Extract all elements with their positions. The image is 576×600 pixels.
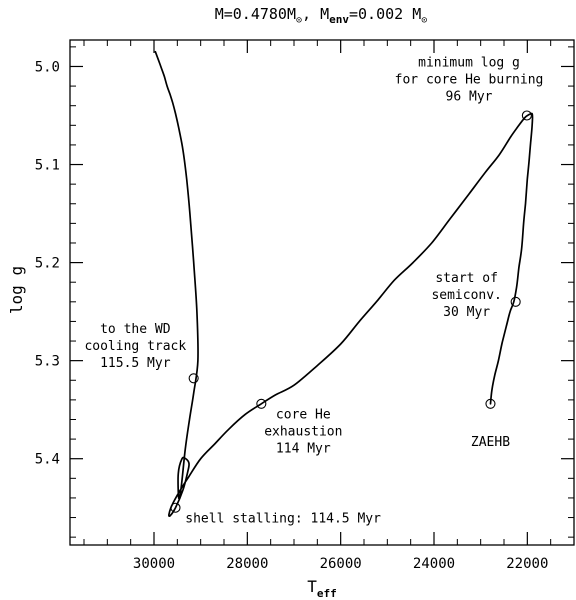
tick-labels: 30000 28000 26000 24000 22000 5.0 5.1 5.2 5.3 5.4 <box>35 59 549 572</box>
x-axis-title: Teff <box>307 577 337 600</box>
x-tick-label: 28000 <box>226 556 268 572</box>
x-tick-label: 26000 <box>320 556 362 572</box>
x-tick-label: 24000 <box>413 556 455 572</box>
annotation-wd: to the WD cooling track 115.5 Myr <box>84 322 186 371</box>
chart-title: M=0.4780M⊙, Menv=0.002 M⊙ <box>215 5 428 26</box>
minor-ticks <box>70 40 575 545</box>
evolutionary-track-line <box>154 50 534 518</box>
annotation-zaehb: ZAEHB <box>471 435 510 450</box>
y-axis-title: log g <box>7 266 26 314</box>
annotation-core-he: core He exhaustion 114 Myr <box>264 408 342 457</box>
marker-core-he-exhaustion <box>256 398 267 409</box>
marker-wd-cooling <box>188 373 199 384</box>
x-tick-label: 30000 <box>133 556 175 572</box>
y-tick-label: 5.4 <box>35 452 60 468</box>
annotation-min-logg: minimum log g for core He burning 96 Myr <box>395 55 544 104</box>
marker-semiconv <box>510 296 521 307</box>
annotation-shell: shell stalling: 114.5 Myr <box>185 511 381 526</box>
marker-zaehb <box>485 398 496 409</box>
y-tick-label: 5.0 <box>35 59 60 75</box>
major-ticks <box>70 40 574 545</box>
y-tick-label: 5.1 <box>35 158 60 174</box>
y-tick-label: 5.2 <box>35 256 60 272</box>
marker-shell-stalling <box>170 502 181 513</box>
plot-frame <box>69 39 575 546</box>
markers <box>170 110 532 513</box>
annotation-semiconv: start of semiconv. 30 Myr <box>431 271 501 320</box>
x-tick-label: 22000 <box>506 556 548 572</box>
annotations: minimum log g for core He burning 96 Myr st… <box>84 55 543 526</box>
y-tick-label: 5.3 <box>35 354 60 370</box>
marker-min-logg <box>521 110 532 121</box>
